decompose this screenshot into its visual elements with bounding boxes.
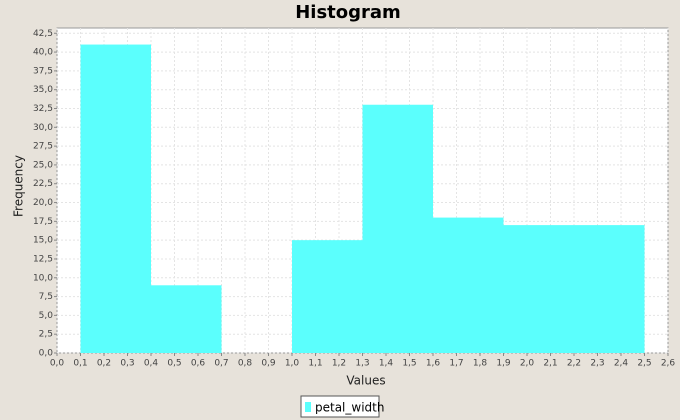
histogram-bar bbox=[433, 217, 504, 353]
x-tick-label: 1,3 bbox=[355, 359, 369, 369]
x-axis-label: Values bbox=[346, 374, 385, 388]
x-tick-label: 1,7 bbox=[449, 359, 463, 369]
x-tick-label: 1,2 bbox=[332, 359, 346, 369]
y-tick-label: 7,5 bbox=[39, 292, 53, 302]
y-tick-label: 32,5 bbox=[33, 104, 53, 114]
histogram-bar bbox=[292, 240, 363, 353]
x-tick-label: 1,6 bbox=[426, 359, 441, 369]
x-tick-label: 1,9 bbox=[496, 359, 511, 369]
x-tick-label: 1,5 bbox=[402, 359, 416, 369]
x-tick-label: 0,4 bbox=[144, 359, 159, 369]
x-tick-label: 0,9 bbox=[261, 359, 276, 369]
x-tick-label: 0,3 bbox=[120, 359, 134, 369]
y-axis-label: Frequency bbox=[12, 155, 26, 217]
y-tick-label: 37,5 bbox=[33, 66, 53, 76]
y-tick-label: 2,5 bbox=[39, 330, 53, 340]
y-tick-label: 10,0 bbox=[33, 273, 53, 283]
x-tick-label: 0,1 bbox=[73, 359, 87, 369]
x-tick-label: 1,8 bbox=[473, 359, 488, 369]
y-tick-label: 40,0 bbox=[33, 48, 53, 58]
histogram-bar bbox=[574, 225, 645, 353]
y-tick-label: 27,5 bbox=[33, 142, 53, 152]
y-tick-label: 0,0 bbox=[39, 349, 54, 359]
x-tick-label: 2,1 bbox=[543, 359, 557, 369]
y-tick-label: 30,0 bbox=[33, 123, 53, 133]
legend-swatch bbox=[305, 402, 311, 412]
y-tick-label: 25,0 bbox=[33, 160, 53, 170]
x-tick-label: 0,2 bbox=[97, 359, 111, 369]
x-tick-label: 0,8 bbox=[238, 359, 253, 369]
x-tick-label: 2,0 bbox=[520, 359, 535, 369]
x-tick-label: 2,4 bbox=[614, 359, 629, 369]
x-tick-label: 0,5 bbox=[167, 359, 181, 369]
x-tick-label: 2,6 bbox=[661, 359, 676, 369]
y-tick-label: 12,5 bbox=[33, 254, 53, 264]
y-tick-label: 35,0 bbox=[33, 85, 53, 95]
y-tick-label: 42,5 bbox=[33, 29, 53, 39]
x-tick-label: 1,4 bbox=[379, 359, 394, 369]
histogram-bar bbox=[151, 285, 222, 353]
x-tick-label: 0,6 bbox=[191, 359, 206, 369]
x-tick-label: 2,5 bbox=[637, 359, 651, 369]
x-tick-label: 0,7 bbox=[214, 359, 228, 369]
x-tick-label: 1,1 bbox=[308, 359, 322, 369]
legend bbox=[300, 395, 380, 418]
x-tick-label: 0,0 bbox=[50, 359, 65, 369]
x-tick-label: 1,0 bbox=[285, 359, 300, 369]
histogram-bar bbox=[503, 225, 574, 353]
x-tick-label: 2,3 bbox=[590, 359, 604, 369]
legend-label: petal_width bbox=[315, 401, 384, 415]
histogram-bar bbox=[80, 44, 151, 353]
x-tick-label: 2,2 bbox=[567, 359, 581, 369]
chart-title: Histogram bbox=[295, 2, 401, 23]
y-tick-label: 17,5 bbox=[33, 217, 53, 227]
y-tick-label: 20,0 bbox=[33, 198, 53, 208]
y-tick-label: 15,0 bbox=[33, 236, 53, 246]
histogram-bar bbox=[362, 104, 433, 353]
y-tick-label: 22,5 bbox=[33, 179, 53, 189]
y-tick-label: 5,0 bbox=[39, 311, 54, 321]
